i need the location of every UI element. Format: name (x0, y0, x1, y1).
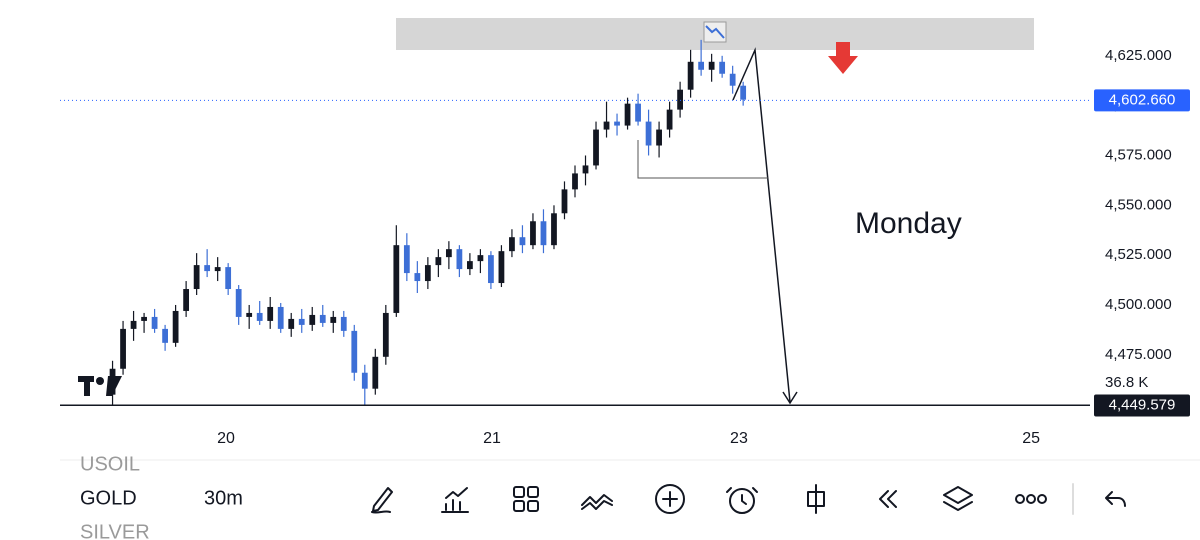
interval[interactable]: 30m (204, 487, 243, 509)
price-badge (1094, 394, 1190, 417)
candle-body (130, 320, 137, 329)
candle-body (509, 237, 515, 252)
candle-body (551, 213, 557, 246)
plot (109, 39, 747, 405)
candle-body (561, 189, 568, 214)
candle-body (414, 273, 421, 282)
candle-body (424, 265, 431, 282)
candle-body (477, 255, 484, 262)
candle-body (614, 121, 620, 126)
candle-body (204, 265, 211, 272)
candle-body (435, 257, 442, 266)
candle-body (288, 318, 295, 329)
candle-body (151, 316, 158, 329)
candle-body (403, 245, 410, 274)
price-label: 4,602.660 (1109, 91, 1176, 108)
y-tick-label: 4,625.000 (1105, 47, 1172, 64)
candle-body (488, 255, 494, 284)
candle-body (677, 89, 683, 110)
candle-body (582, 165, 589, 174)
price-label: 4,449.579 (1109, 396, 1176, 413)
candle-body (162, 328, 168, 343)
candle-body (361, 372, 368, 389)
y-tick-label: 4,550.000 (1105, 196, 1172, 213)
candle-body (719, 61, 726, 74)
candle-body (351, 330, 358, 373)
candle-body (445, 249, 452, 258)
candle-body (698, 61, 705, 70)
candle-body (256, 312, 263, 321)
candle-body (372, 356, 379, 389)
x-tick-label: 20 (217, 430, 235, 447)
candle-body (572, 173, 578, 190)
trend-icon (703, 21, 727, 43)
price-badge (1094, 89, 1190, 112)
y-tick-label: 4,500.000 (1105, 296, 1172, 313)
candle-body (687, 61, 694, 90)
x-tick-label: 21 (483, 430, 501, 447)
candle-body (193, 265, 200, 290)
candle-body (183, 289, 190, 311)
candle-body (330, 316, 337, 323)
symbol[interactable]: USOIL (80, 453, 140, 475)
symbol[interactable]: SILVER (80, 521, 150, 540)
candle-body (656, 129, 662, 146)
candle-body (519, 237, 526, 246)
candle-body (645, 121, 652, 146)
candle-body (593, 129, 599, 166)
x-tick-label: 25 (1022, 430, 1040, 447)
volume-label: 36.8 K (1105, 374, 1148, 391)
toolbar-icons[interactable] (371, 483, 1126, 515)
candle-body (298, 318, 305, 325)
candle-body (740, 85, 747, 100)
candle-body (214, 267, 221, 272)
y-tick-label: 4,525.000 (1105, 246, 1172, 263)
candle-body (530, 221, 536, 246)
candle-body (666, 109, 673, 130)
candle-body (172, 310, 179, 343)
candle-body (267, 306, 274, 321)
logo (78, 376, 122, 396)
candle-body (235, 289, 242, 317)
candle-body (246, 312, 253, 317)
arrow-head (782, 391, 798, 405)
candle-body (603, 121, 610, 130)
candle-body (393, 245, 400, 313)
range-line (637, 140, 768, 179)
candle-body (225, 267, 232, 290)
candle-body (635, 103, 641, 122)
candle-body (708, 61, 715, 70)
candle-body (141, 316, 147, 321)
symbol[interactable]: GOLD (80, 487, 137, 509)
x-tick-label: 23 (730, 430, 748, 447)
y-tick-label: 4,575.000 (1105, 146, 1172, 163)
candle-body (382, 312, 389, 357)
candle-body (467, 261, 473, 270)
candle-body (120, 328, 126, 369)
candle-body (624, 103, 631, 126)
candle-body (540, 221, 547, 246)
down-arrow (828, 42, 858, 74)
candle-body (319, 314, 326, 323)
candle-body (340, 316, 347, 331)
candle-body (498, 251, 505, 284)
candle-body (729, 73, 736, 86)
candle-body (309, 314, 316, 325)
projection-arrow (732, 47, 791, 403)
candle-body (277, 306, 284, 329)
annotation: Monday (855, 207, 962, 240)
candle-body (456, 249, 463, 270)
y-tick-label: 4,475.000 (1105, 346, 1172, 363)
